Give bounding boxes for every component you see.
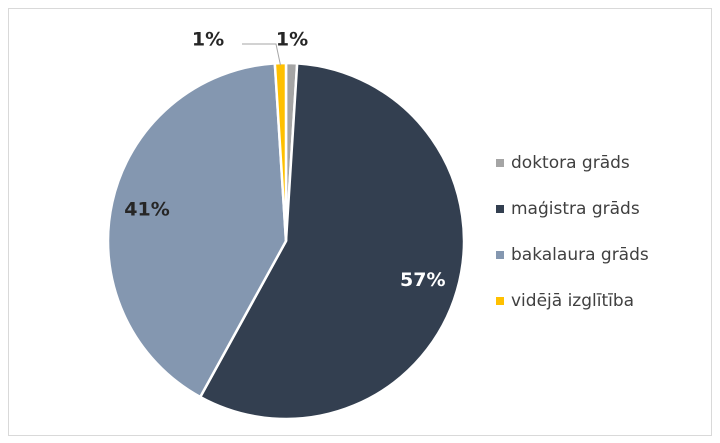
legend-swatch: [496, 205, 504, 213]
legend-label: doktora grāds: [511, 153, 630, 173]
legend-swatch: [496, 251, 504, 259]
data-label: 41%: [124, 198, 169, 220]
legend-label: maģistra grāds: [511, 199, 640, 219]
data-label: 1%: [192, 29, 224, 51]
leader-line: [242, 43, 281, 66]
pie-slice: [106, 62, 288, 399]
legend-label: bakalaura grāds: [511, 245, 649, 265]
pie-slice: [198, 62, 466, 421]
data-label: 57%: [400, 269, 445, 291]
legend-swatch: [496, 297, 504, 305]
legend-label: vidējā izglītība: [511, 291, 634, 311]
legend-swatch: [496, 159, 504, 167]
data-label: 1%: [276, 29, 308, 51]
